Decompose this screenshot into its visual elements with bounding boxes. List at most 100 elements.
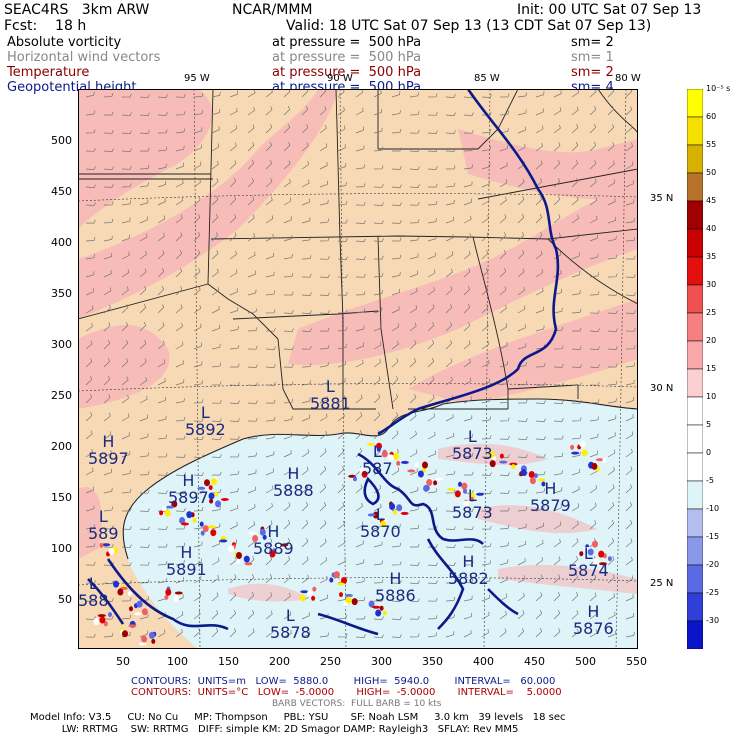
init-time: Init: 00 UTC Sat 07 Sep 13 bbox=[517, 2, 702, 18]
colorbar-label: 55 bbox=[706, 140, 717, 149]
colorbar-swatch bbox=[687, 368, 703, 398]
colorbar-label: 25 bbox=[706, 308, 717, 317]
x-tick-label: 350 bbox=[422, 655, 443, 668]
lat-label-30n: 30 N bbox=[650, 383, 674, 394]
center-type: H bbox=[587, 602, 600, 621]
y-tick-label: 250 bbox=[51, 389, 72, 402]
center-type: L bbox=[200, 403, 210, 422]
pressure-center-low: L 5874 bbox=[568, 545, 609, 579]
height-contours bbox=[87, 89, 560, 636]
center-type: L bbox=[98, 507, 108, 526]
x-tick-label: 400 bbox=[473, 655, 494, 668]
lon-label-80w: 80 W bbox=[615, 73, 641, 84]
center-value: 5888 bbox=[273, 481, 314, 500]
colorbar-label: 20 bbox=[706, 336, 717, 345]
colorbar-label: -5 bbox=[706, 476, 714, 485]
center-type: L bbox=[285, 606, 295, 625]
lat-label-25n: 25 N bbox=[650, 578, 674, 589]
center-value: 5889 bbox=[253, 539, 294, 558]
x-tick-label: 500 bbox=[575, 655, 596, 668]
x-tick-label: 150 bbox=[218, 655, 239, 668]
colorbar-swatch bbox=[687, 620, 703, 649]
colorbar-label: 5 bbox=[706, 420, 712, 429]
y-tick-label: 500 bbox=[51, 134, 72, 147]
center-type: H bbox=[180, 543, 193, 562]
center-type: L bbox=[88, 574, 98, 593]
colorbar-swatch bbox=[687, 536, 703, 566]
colorbar-label: 50 bbox=[706, 168, 717, 177]
colorbar-label: 60 bbox=[706, 112, 717, 121]
coastline bbox=[122, 398, 638, 560]
pressure-center-high: H 5891 bbox=[166, 544, 207, 578]
model-title: SEAC4RS 3km ARW bbox=[4, 2, 150, 18]
center-type: H bbox=[102, 432, 115, 451]
center-value: 5891 bbox=[166, 560, 207, 579]
colorbar-swatch bbox=[687, 592, 703, 622]
valid-time: Valid: 18 UTC Sat 07 Sep 13 (13 CDT Sat … bbox=[286, 18, 652, 34]
center-value: 5897 bbox=[168, 488, 209, 507]
colorbar-label: -30 bbox=[706, 616, 720, 625]
center-value: 5876 bbox=[573, 619, 614, 638]
pressure-center-low: L 5870 bbox=[360, 506, 401, 540]
colorbar-swatch bbox=[687, 312, 703, 342]
colorbar-swatch bbox=[687, 200, 703, 230]
pressure-center-low: L 5873 bbox=[452, 487, 493, 521]
colorbar-swatch bbox=[687, 228, 703, 258]
colorbar-label: 30 bbox=[706, 280, 717, 289]
x-tick-label: 450 bbox=[524, 655, 545, 668]
field-name: Temperature bbox=[7, 65, 90, 80]
pressure-center-high: H 5889 bbox=[253, 523, 294, 557]
colorbar-swatch bbox=[687, 116, 703, 146]
colorbar-swatch bbox=[687, 396, 703, 426]
field-name: Absolute vorticity bbox=[7, 35, 122, 50]
colorbar-swatch bbox=[687, 89, 703, 118]
center-type: H bbox=[267, 522, 280, 541]
colorbar-swatch bbox=[687, 144, 703, 174]
pressure-center-high: H 5886 bbox=[375, 570, 416, 604]
field-smooth: sm= 2 bbox=[571, 65, 614, 80]
y-tick-label: 150 bbox=[51, 491, 72, 504]
center-title: NCAR/MMM bbox=[232, 2, 313, 18]
colorbar-label: 45 bbox=[706, 196, 717, 205]
center-value: 588 bbox=[78, 591, 109, 610]
center-type: L bbox=[325, 377, 335, 396]
center-type: L bbox=[375, 505, 385, 524]
center-type: H bbox=[544, 479, 557, 498]
center-value: 5892 bbox=[185, 420, 226, 439]
colorbar bbox=[687, 89, 703, 649]
contour-info-temp: CONTOURS: UNITS=°C LOW= -5.0000 HIGH= -5… bbox=[131, 687, 562, 698]
y-tick-label: 100 bbox=[51, 542, 72, 555]
x-tick-label: 200 bbox=[269, 655, 290, 668]
pressure-center-high: H 5888 bbox=[273, 465, 314, 499]
colorbar-label: -10 bbox=[706, 504, 720, 513]
colorbar-swatch bbox=[687, 564, 703, 594]
wind-barbs bbox=[85, 89, 636, 639]
center-value: 5882 bbox=[448, 569, 489, 588]
map-plot bbox=[78, 89, 638, 649]
center-type: H bbox=[389, 569, 402, 588]
field-name: Horizontal wind vectors bbox=[7, 50, 161, 65]
center-type: H bbox=[287, 464, 300, 483]
center-value: 5870 bbox=[360, 522, 401, 541]
colorbar-swatch bbox=[687, 508, 703, 538]
pressure-center-low: L 5892 bbox=[185, 404, 226, 438]
center-value: 587 bbox=[362, 459, 393, 478]
pressure-center-high: H 5876 bbox=[573, 603, 614, 637]
colorbar-swatch bbox=[687, 172, 703, 202]
colorbar-label: -15 bbox=[706, 532, 720, 541]
forecast-hour: Fcst: 18 h bbox=[4, 18, 87, 34]
pressure-center-high: H 5897 bbox=[168, 472, 209, 506]
center-type: L bbox=[583, 544, 593, 563]
center-value: 5881 bbox=[310, 394, 351, 413]
pressure-center-low: L 587 bbox=[362, 443, 393, 477]
model-info-line2: LW: RRTMG SW: RRTMG DIFF: simple KM: 2D … bbox=[30, 724, 519, 735]
model-info-line1: Model Info: V3.5 CU: No Cu MP: Thompson … bbox=[30, 712, 566, 723]
center-type: L bbox=[467, 427, 477, 446]
colorbar-swatch bbox=[687, 256, 703, 286]
field-level: at pressure = 500 hPa bbox=[272, 35, 422, 50]
center-value: 589 bbox=[88, 524, 119, 543]
center-type: L bbox=[372, 442, 382, 461]
colorbar-label: 35 bbox=[706, 252, 717, 261]
x-tick-label: 100 bbox=[167, 655, 188, 668]
pressure-center-low: L 5873 bbox=[452, 428, 493, 462]
